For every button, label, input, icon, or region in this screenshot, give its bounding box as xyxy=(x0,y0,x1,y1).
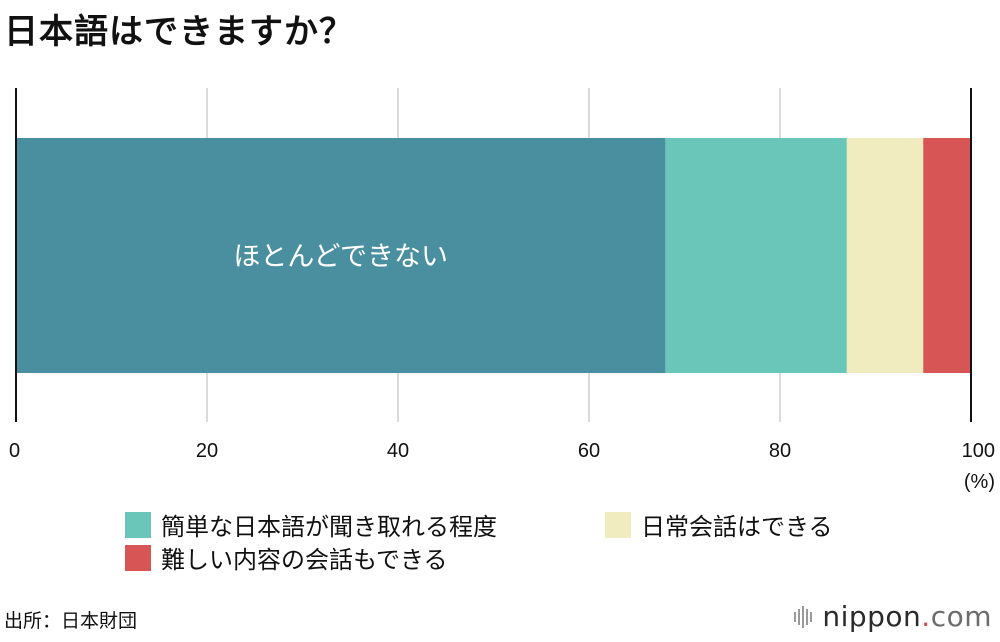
legend-swatch xyxy=(125,511,151,538)
legend-item-daily-conversation: 日常会話はできる xyxy=(605,507,833,542)
legend-item-difficult-conversation: 難しい内容の会話もできる xyxy=(125,540,448,575)
legend-label: 難しい内容の会話もできる xyxy=(161,546,448,574)
legend-swatch xyxy=(605,511,631,538)
chart-title: 日本語はできますか？ xyxy=(4,12,354,52)
legend-label: 簡単な日本語が聞き取れる程度 xyxy=(161,513,497,541)
legend-item-easy-listening: 簡単な日本語が聞き取れる程度 xyxy=(125,507,497,542)
tick-label: 60 xyxy=(578,440,600,462)
tick-label: 40 xyxy=(387,440,409,462)
brand-dot: . xyxy=(921,600,931,633)
tick-label: 20 xyxy=(196,440,218,462)
bar-segment xyxy=(923,138,971,373)
brand-tld: com xyxy=(930,600,992,633)
tick-label: 0 xyxy=(9,440,20,462)
sound-bars-icon xyxy=(794,605,814,628)
bar-segment xyxy=(665,138,847,373)
source-note: 出所：日本財団 xyxy=(4,610,138,632)
bar-segment xyxy=(16,138,666,373)
nippon-com-logo: nippon. com xyxy=(794,600,992,633)
bar-segment xyxy=(846,138,924,373)
tick-label: 80 xyxy=(769,440,791,462)
brand-name: nippon xyxy=(822,600,922,633)
legend-label: 日常会話はできる xyxy=(641,513,833,541)
axis-unit-label: (%) xyxy=(964,471,995,493)
bar-label: ほとんどできない xyxy=(233,242,448,273)
stacked-bar-chart: ほとんどできない 0 20 40 60 80 100 (%) xyxy=(9,88,995,493)
legend-swatch xyxy=(125,544,151,571)
tick-label: 100 xyxy=(962,440,995,462)
